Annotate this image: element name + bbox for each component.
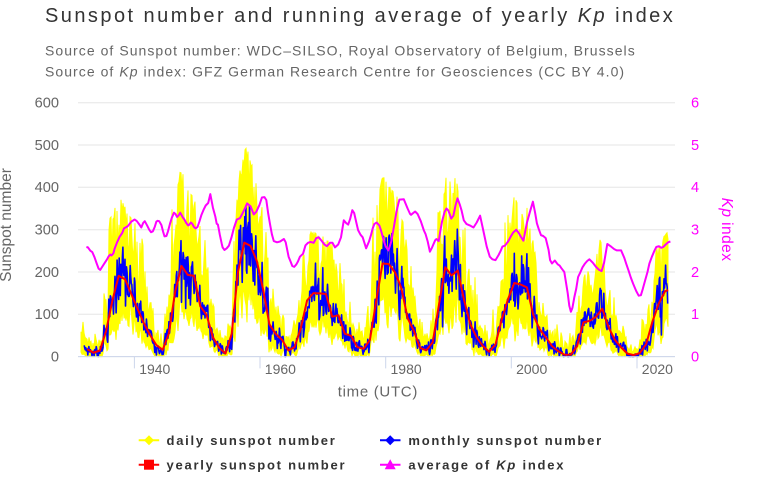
svg-text:2020: 2020 — [642, 361, 673, 377]
svg-text:0: 0 — [51, 350, 59, 366]
svg-text:0: 0 — [691, 350, 699, 366]
svg-text:400: 400 — [35, 180, 59, 196]
svg-text:yearly sunspot number: yearly sunspot number — [167, 457, 347, 472]
svg-text:1940: 1940 — [139, 361, 170, 377]
svg-text:1960: 1960 — [265, 361, 296, 377]
svg-text:daily sunspot number: daily sunspot number — [167, 433, 337, 448]
svg-text:Source of Sunspot number: WDC–: Source of Sunspot number: WDC–SILSO, Roy… — [45, 43, 636, 59]
svg-text:6: 6 — [691, 96, 699, 112]
svg-text:1: 1 — [691, 307, 699, 323]
svg-text:time (UTC): time (UTC) — [338, 384, 418, 401]
svg-text:3: 3 — [691, 223, 699, 239]
svg-text:Sunspot number and running ave: Sunspot number and running average of ye… — [45, 5, 675, 27]
svg-text:2: 2 — [691, 265, 699, 281]
svg-text:monthly sunspot number: monthly sunspot number — [408, 433, 603, 448]
svg-text:5: 5 — [691, 138, 699, 154]
svg-text:1980: 1980 — [391, 361, 422, 377]
svg-text:300: 300 — [35, 223, 59, 239]
svg-text:100: 100 — [35, 307, 59, 323]
svg-text:average of Kp index: average of Kp index — [408, 457, 565, 472]
svg-text:Source of Kp index: GFZ German: Source of Kp index: GFZ German Research … — [45, 64, 625, 80]
svg-text:600: 600 — [35, 96, 59, 112]
svg-text:200: 200 — [35, 265, 59, 281]
svg-text:2000: 2000 — [516, 361, 547, 377]
svg-text:Kp index: Kp index — [718, 198, 735, 262]
svg-text:4: 4 — [691, 180, 699, 196]
svg-text:500: 500 — [35, 138, 59, 154]
svg-text:Sunspot number: Sunspot number — [0, 168, 15, 282]
